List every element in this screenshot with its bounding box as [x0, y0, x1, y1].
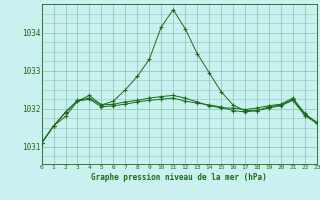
X-axis label: Graphe pression niveau de la mer (hPa): Graphe pression niveau de la mer (hPa) — [91, 173, 267, 182]
